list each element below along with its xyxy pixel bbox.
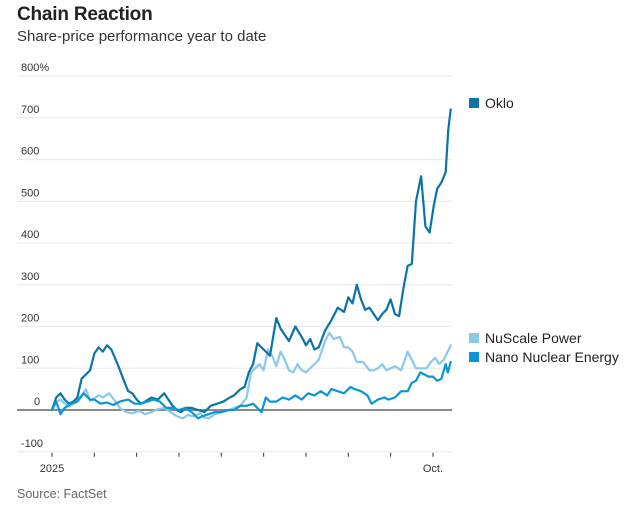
legend-label: Oklo [485, 95, 514, 111]
y-tick-label: 0 [34, 396, 40, 408]
y-axis-labels: 800% 700 600 500 400 300 200 100 0 -100 [21, 62, 49, 450]
series-line-nuscale-power [50, 331, 452, 420]
legend-label: NuScale Power [485, 330, 582, 346]
series-lines [50, 108, 452, 420]
x-tick-label: 2025 [40, 463, 64, 475]
series-line-nano-nuclear-energy [50, 360, 452, 420]
legend: NuScale Power Oklo Nano Nuclear Energy [469, 95, 619, 365]
source-note: Source: FactSet [17, 487, 107, 501]
legend-item: Oklo [469, 95, 514, 111]
x-tick-label: Oct. [423, 463, 443, 475]
legend-swatch [469, 98, 479, 108]
y-tick-label: 400 [21, 229, 39, 241]
y-tick-label: 200 [21, 313, 39, 325]
x-axis: 2025 Oct. [40, 452, 443, 475]
chart-title: Chain Reaction [17, 4, 153, 25]
legend-item: Nano Nuclear Energy [469, 349, 619, 365]
legend-label: Nano Nuclear Energy [485, 349, 619, 365]
y-tick-label: 100 [21, 354, 39, 366]
legend-swatch [469, 333, 479, 343]
y-tick-label: -100 [21, 438, 43, 450]
y-tick-label: 600 [21, 146, 39, 158]
legend-item: NuScale Power [469, 330, 582, 346]
series-line-oklo [50, 108, 452, 414]
chart-subtitle: Share-price performance year to date [17, 28, 267, 45]
y-tick-label: 800% [21, 62, 49, 74]
y-tick-label: 500 [21, 187, 39, 199]
y-tick-label: 700 [21, 104, 39, 116]
legend-swatch [469, 352, 479, 362]
y-tick-label: 300 [21, 271, 39, 283]
